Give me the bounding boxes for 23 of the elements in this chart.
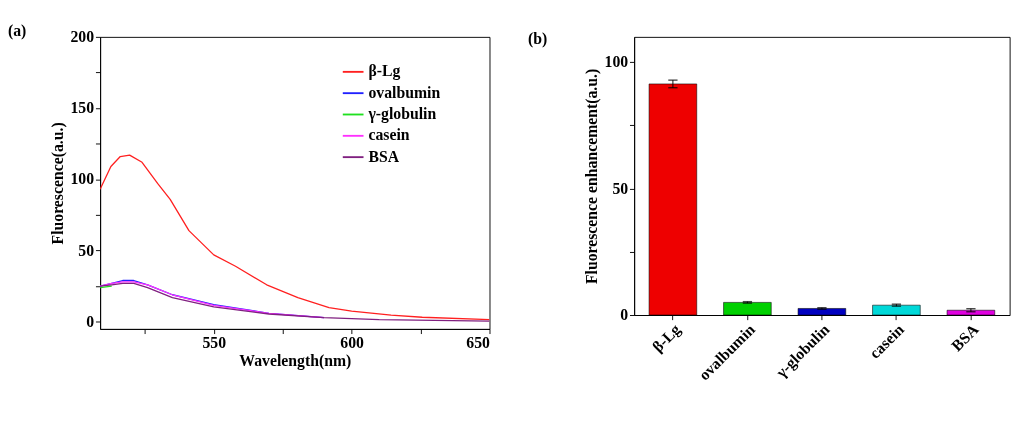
legend-label: ovalbumin: [368, 83, 441, 101]
x-tick-label: 550: [202, 333, 227, 351]
line-series: [100, 282, 490, 322]
x-tick-label: BSA: [947, 320, 982, 355]
legend-label: BSA: [368, 147, 400, 165]
legend-label: γ-globulin: [367, 105, 437, 124]
y-tick-label: 100: [70, 170, 95, 188]
chart-title: (a): [7, 21, 27, 40]
chart-title: (b): [528, 30, 548, 49]
y-tick-label: 50: [78, 241, 95, 259]
y-axis-title: Fluorescence(a.u.): [49, 122, 68, 245]
y-tick-label: 100: [604, 53, 629, 71]
y-tick-label: 150: [70, 99, 95, 117]
legend-label: casein: [368, 126, 410, 144]
y-axis-title: Fluorescence enhancement(a.u.): [583, 68, 602, 285]
y-tick-label: 200: [70, 28, 95, 45]
x-tick-label: 650: [466, 333, 491, 351]
y-tick-label: 50: [612, 179, 629, 197]
y-tick-label: 0: [620, 306, 629, 324]
legend-label: β-Lg: [368, 62, 401, 81]
y-tick-label: 0: [86, 312, 95, 330]
x-tick-label: 600: [340, 333, 365, 351]
x-axis-title: Wavelength(nm): [239, 352, 352, 371]
